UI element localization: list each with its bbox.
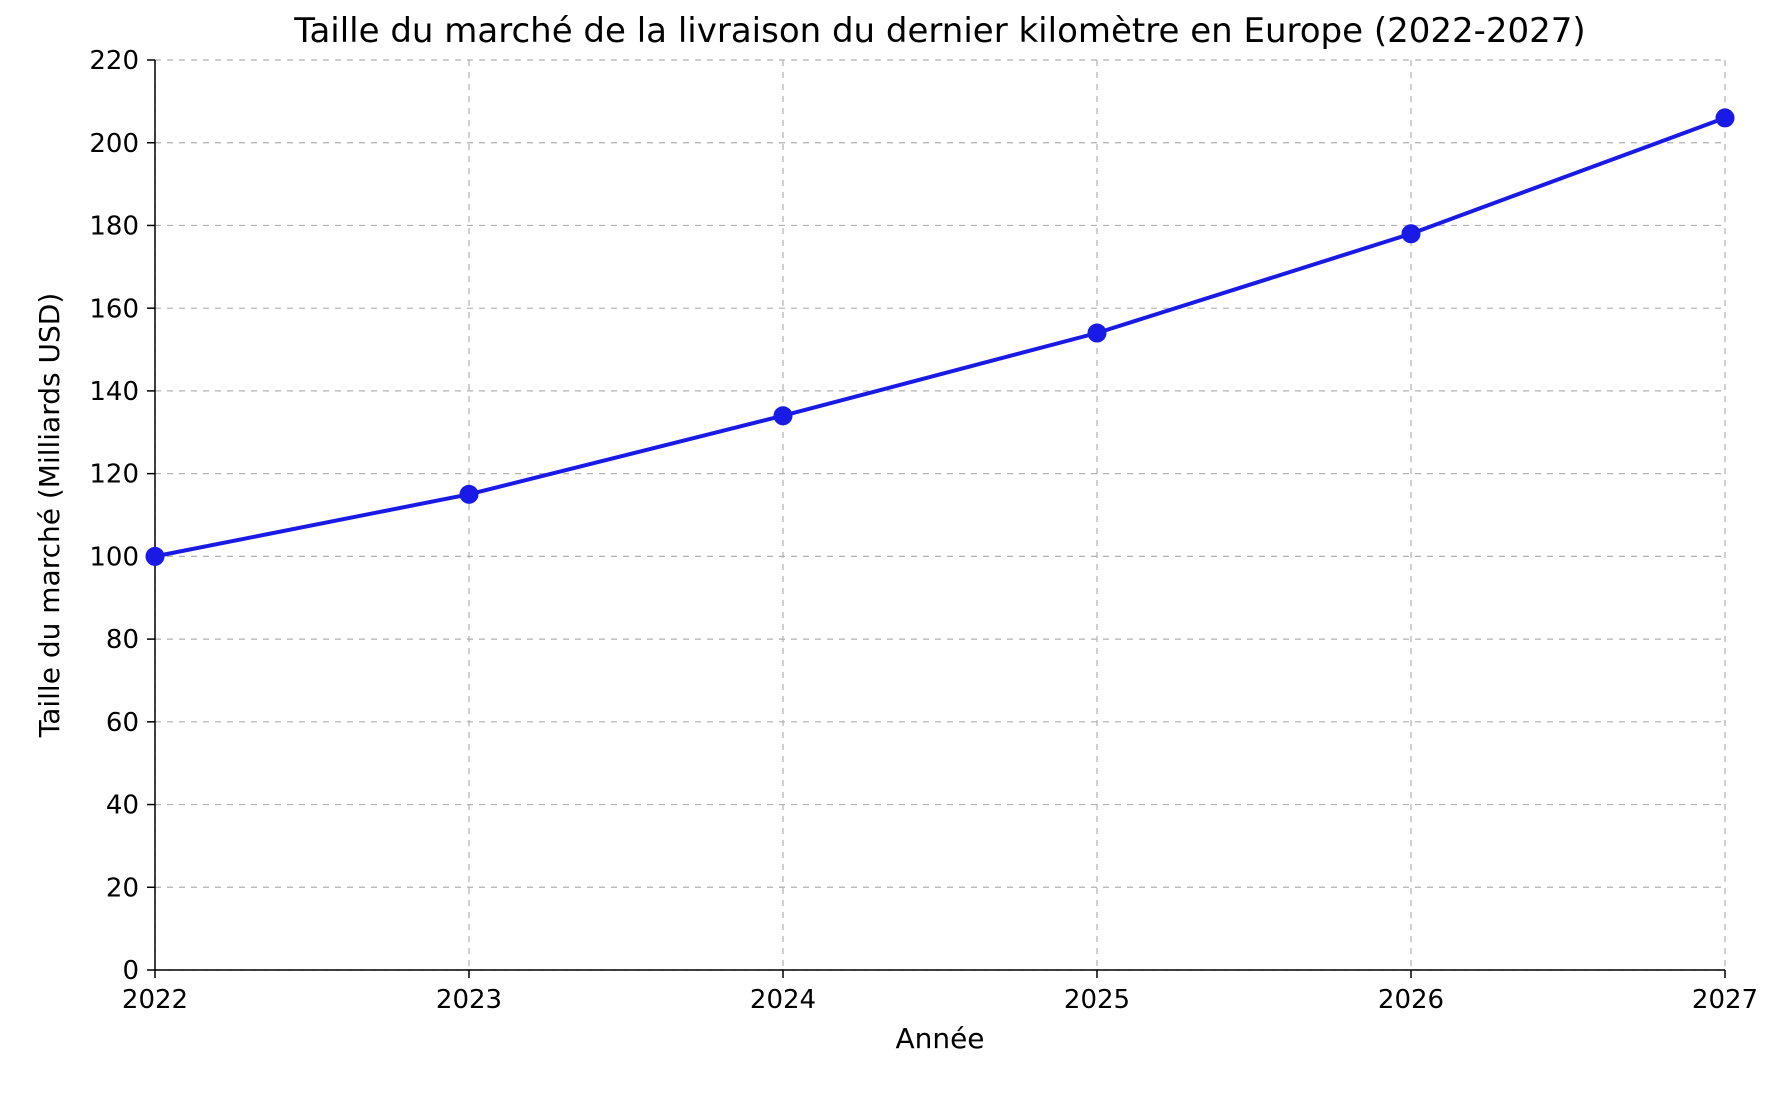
y-tick-label: 140 — [89, 377, 139, 407]
data-marker — [460, 485, 478, 503]
y-tick-label: 100 — [89, 542, 139, 572]
data-marker — [1088, 324, 1106, 342]
data-marker — [774, 407, 792, 425]
y-tick-label: 200 — [89, 129, 139, 159]
x-tick-label: 2023 — [436, 985, 502, 1015]
x-tick-label: 2022 — [122, 985, 188, 1015]
x-tick-label: 2027 — [1692, 985, 1758, 1015]
chart-title: Taille du marché de la livraison du dern… — [293, 11, 1585, 51]
y-tick-label: 60 — [106, 708, 139, 738]
chart-container: 2022 2023 2024 2025 2026 2027 0 20 40 60 80 100 120 1… — [0, 0, 1777, 1103]
y-axis-label: Taille du marché (Milliards USD) — [33, 293, 66, 739]
data-marker — [1716, 109, 1734, 127]
chart-background — [0, 0, 1777, 1103]
x-axis-label: Année — [895, 1022, 984, 1055]
y-tick-label: 120 — [89, 460, 139, 490]
x-tick-label: 2025 — [1064, 985, 1130, 1015]
x-tick-label: 2024 — [750, 985, 816, 1015]
y-tick-label: 80 — [106, 625, 139, 655]
y-tick-label: 20 — [106, 873, 139, 903]
y-tick-label: 40 — [106, 791, 139, 821]
data-marker — [1402, 225, 1420, 243]
y-tick-label: 0 — [122, 956, 139, 986]
data-marker — [146, 547, 164, 565]
x-tick-label: 2026 — [1378, 985, 1444, 1015]
line-chart: 2022 2023 2024 2025 2026 2027 0 20 40 60 80 100 120 1… — [0, 0, 1777, 1103]
y-tick-label: 220 — [89, 46, 139, 76]
y-tick-label: 180 — [89, 212, 139, 242]
y-tick-label: 160 — [89, 294, 139, 324]
